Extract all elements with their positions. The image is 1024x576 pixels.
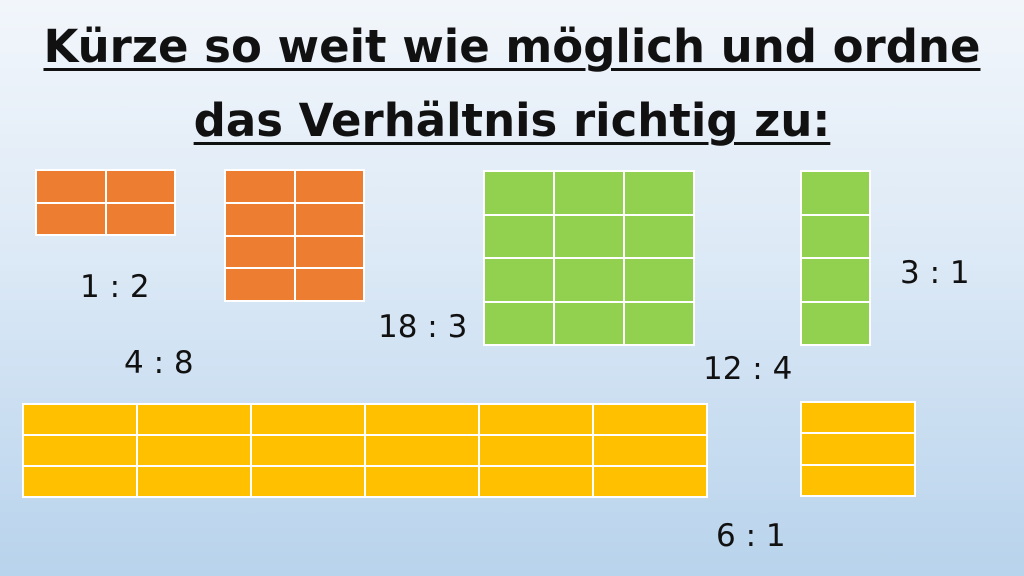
orange-grid-tall-cell <box>226 203 294 235</box>
green-column-cell <box>802 215 869 257</box>
green-column-cell <box>802 302 869 344</box>
yellow-grid-small-cell <box>802 403 914 433</box>
green-column <box>800 170 871 346</box>
yellow-grid-small-cell <box>802 434 914 464</box>
orange-grid-tall-cell <box>295 171 363 202</box>
yellow-grid-wide-cell <box>138 436 250 465</box>
title-line-2: das Verhältnis richtig zu: <box>193 94 831 147</box>
yellow-grid-wide-cell <box>252 405 364 434</box>
ratio-label-1-2: 1 : 2 <box>80 269 150 305</box>
orange-grid-tall-cell <box>295 203 363 235</box>
ratio-label-6-1: 6 : 1 <box>716 518 786 554</box>
green-grid-large-cell <box>625 259 693 301</box>
yellow-grid-wide-cell <box>594 405 706 434</box>
green-column-cell <box>802 172 869 214</box>
orange-grid-tall <box>224 169 365 302</box>
green-column-cell <box>802 259 869 301</box>
green-grid-large-cell <box>485 302 553 344</box>
ratio-label-18-3: 18 : 3 <box>378 309 468 345</box>
green-grid-large-cell <box>555 215 623 257</box>
orange-grid-tall-cell <box>295 236 363 268</box>
green-grid-large-cell <box>485 172 553 214</box>
yellow-grid-wide-cell <box>594 467 706 496</box>
orange-grid-tall-cell <box>226 269 294 300</box>
yellow-grid-small-cell <box>802 465 914 495</box>
yellow-grid-wide <box>22 403 708 498</box>
yellow-grid-wide-cell <box>480 405 592 434</box>
yellow-grid-wide-cell <box>252 467 364 496</box>
green-grid-large-cell <box>485 259 553 301</box>
green-grid-large-cell <box>485 215 553 257</box>
green-grid-large-cell <box>555 172 623 214</box>
green-grid-large-cell <box>555 259 623 301</box>
yellow-grid-wide-cell <box>480 467 592 496</box>
yellow-grid-wide-cell <box>24 436 136 465</box>
yellow-grid-wide-cell <box>138 467 250 496</box>
ratio-label-4-8: 4 : 8 <box>124 345 194 381</box>
yellow-grid-wide-cell <box>138 405 250 434</box>
ratio-label-3-1: 3 : 1 <box>900 255 970 291</box>
yellow-grid-wide-cell <box>480 436 592 465</box>
orange-grid-small-cell <box>37 203 105 234</box>
ratio-label-12-4: 12 : 4 <box>703 351 793 387</box>
yellow-grid-wide-cell <box>366 436 478 465</box>
yellow-grid-wide-cell <box>24 467 136 496</box>
orange-grid-tall-cell <box>226 171 294 202</box>
green-grid-large <box>483 170 695 346</box>
green-grid-large-cell <box>625 302 693 344</box>
yellow-grid-wide-cell <box>366 467 478 496</box>
orange-grid-small-cell <box>37 171 105 202</box>
orange-grid-small <box>35 169 176 236</box>
yellow-grid-wide-cell <box>594 436 706 465</box>
orange-grid-small-cell <box>106 203 174 234</box>
orange-grid-tall-cell <box>295 269 363 300</box>
green-grid-large-cell <box>555 302 623 344</box>
orange-grid-small-cell <box>106 171 174 202</box>
green-grid-large-cell <box>625 215 693 257</box>
yellow-grid-wide-cell <box>252 436 364 465</box>
orange-grid-tall-cell <box>226 236 294 268</box>
title-line-1: Kürze so weit wie möglich und ordne <box>43 20 981 73</box>
green-grid-large-cell <box>625 172 693 214</box>
yellow-grid-wide-cell <box>366 405 478 434</box>
yellow-grid-wide-cell <box>24 405 136 434</box>
yellow-grid-small <box>800 401 916 497</box>
